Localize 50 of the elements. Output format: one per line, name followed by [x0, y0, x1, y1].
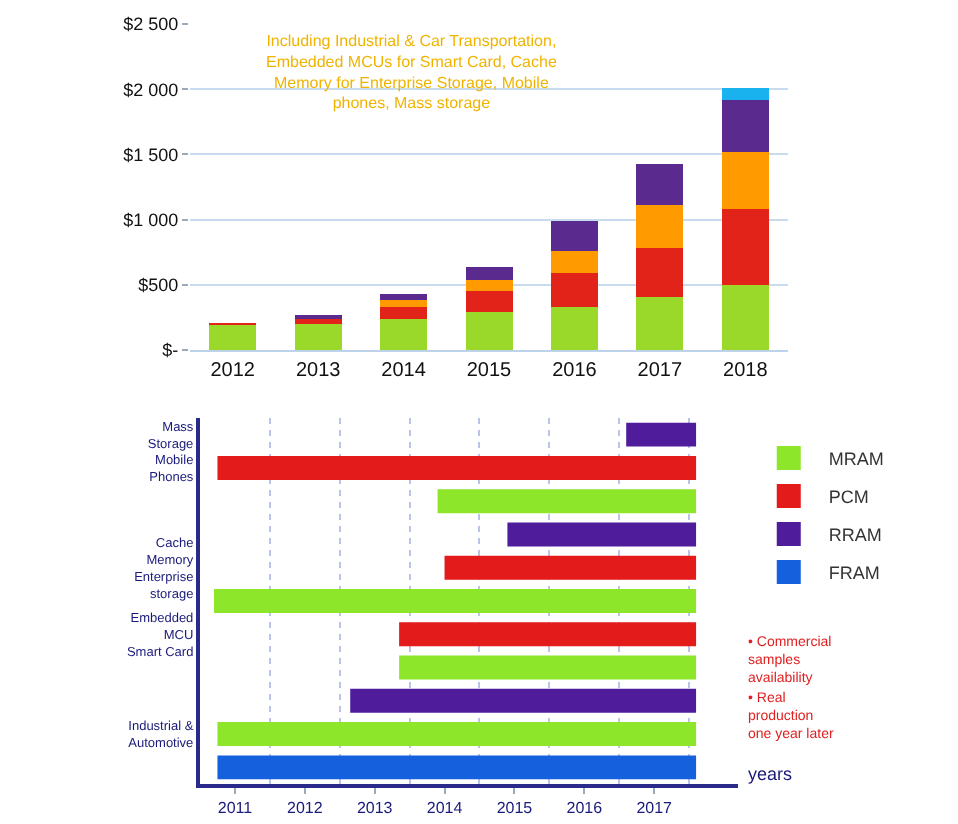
x-axis-title: years	[748, 764, 794, 784]
x-tick-label: 2017	[637, 360, 683, 382]
bar	[636, 296, 684, 350]
x-tick-label: 2015	[496, 799, 534, 818]
bar	[465, 266, 513, 280]
bar	[721, 87, 769, 100]
x-tick-label: 2011	[217, 799, 254, 818]
bar	[721, 99, 769, 152]
bar	[636, 205, 684, 249]
x-tick-label: 2012	[210, 360, 256, 382]
bar	[550, 273, 598, 307]
legend-label: FRAM	[828, 563, 880, 583]
x-tick-label: 2012	[287, 799, 324, 818]
annotation: Including Industrial & Car Transportation, Embedded MCUs for Smart Card, Cache Memory for Enterprise Storage, Mobile phones, Mass storage	[266, 32, 558, 113]
x-tick-label: 2017	[636, 799, 674, 818]
bar	[380, 318, 428, 350]
bar	[380, 300, 428, 307]
x-tick-label: 2013	[356, 799, 394, 818]
x-tick-label: 2016	[552, 360, 598, 382]
bar	[380, 306, 428, 319]
y-tick-label: $-	[162, 340, 179, 361]
bar	[550, 220, 598, 251]
y-tick-label: $1 500	[123, 144, 179, 165]
bar	[636, 248, 684, 297]
bar	[721, 284, 769, 350]
bar	[721, 209, 769, 285]
bar	[380, 293, 428, 301]
x-tick-label: 2015	[466, 360, 513, 382]
legend-label: MRAM	[828, 449, 884, 469]
x-tick-label: 2014	[426, 799, 464, 818]
bar	[294, 323, 342, 350]
legend-label: RRAM	[828, 525, 882, 545]
bar	[465, 279, 513, 292]
bar	[550, 250, 598, 274]
y-tick-label: $2 500	[123, 14, 179, 35]
legend-label: PCM	[828, 487, 869, 507]
bar	[465, 312, 513, 350]
y-tick-label: $500	[138, 275, 179, 296]
x-tick-label: 2018	[723, 360, 769, 382]
y-tick-label: $2 000	[123, 79, 179, 100]
bar	[636, 163, 684, 206]
bar	[550, 306, 598, 350]
bar	[721, 151, 769, 210]
y-tick-label: $1 000	[123, 209, 179, 230]
bar	[209, 325, 257, 350]
x-tick-label: 2014	[381, 360, 427, 382]
bar	[294, 318, 342, 324]
x-tick-label: 2013	[295, 360, 342, 382]
x-tick-label: 2016	[566, 799, 604, 818]
bar	[465, 291, 513, 313]
